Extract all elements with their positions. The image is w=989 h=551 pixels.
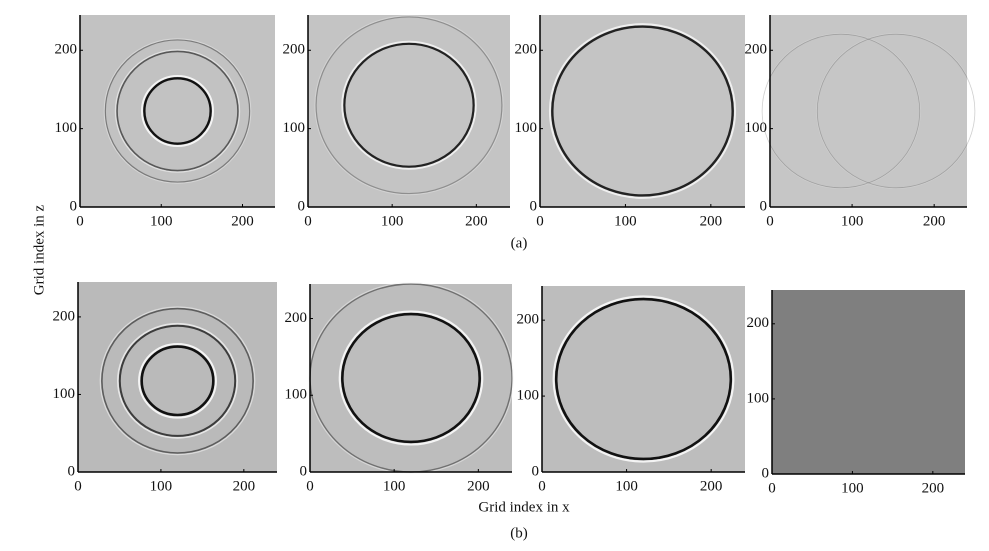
panel: 0 100 200 0 100 200 (55, 15, 275, 229)
y-tick-label: 0 (70, 198, 78, 214)
y-tick-label: 100 (515, 120, 538, 136)
x-tick-label: 100 (150, 213, 173, 229)
x-axis-label: Grid index in x (478, 499, 570, 515)
image (772, 290, 965, 474)
x-tick-label: 0 (306, 478, 314, 494)
wavefront-light (308, 282, 514, 474)
wavefront-light (140, 74, 215, 148)
panel: 0 100 200 0 100 200 (517, 286, 745, 494)
wavefront-dark (341, 312, 481, 444)
wavefront-light (116, 322, 239, 439)
y-tick-label: 0 (300, 463, 308, 479)
x-tick-label: 0 (76, 213, 84, 229)
wavefront-dark (143, 77, 212, 145)
wavefront-light (314, 15, 504, 196)
image (78, 282, 277, 472)
wavefront-dark (343, 42, 475, 168)
x-tick-label: 0 (766, 213, 774, 229)
x-tick-label: 200 (700, 213, 723, 229)
x-tick-label: 100 (381, 213, 404, 229)
y-tick-label: 200 (283, 42, 306, 58)
y-tick-label: 200 (53, 308, 76, 324)
y-tick-label: 100 (283, 120, 306, 136)
wavefront-dark (140, 345, 215, 417)
wavefront-light (341, 40, 477, 170)
y-tick-label: 0 (532, 463, 540, 479)
y-tick-label: 200 (745, 42, 768, 58)
image (80, 15, 275, 207)
panel: 0 100 200 0 100 200 (745, 15, 977, 229)
x-tick-label: 100 (841, 213, 864, 229)
wavefront-dark (116, 50, 239, 172)
wavefront-light (138, 342, 217, 419)
x-tick-label: 200 (465, 213, 488, 229)
y-tick-label: 100 (53, 386, 76, 402)
wavefront-dark (816, 33, 976, 189)
x-tick-label: 0 (536, 213, 544, 229)
x-tick-label: 200 (233, 478, 256, 494)
x-tick-label: 100 (614, 213, 637, 229)
wavefront-light (552, 295, 735, 463)
x-tick-label: 0 (304, 213, 312, 229)
y-tick-label: 0 (762, 465, 770, 481)
x-tick-label: 100 (383, 478, 406, 494)
x-tick-label: 200 (231, 213, 254, 229)
x-tick-label: 200 (922, 480, 945, 496)
x-tick-label: 0 (538, 478, 546, 494)
panel: 0 100 200 0 100 200 (283, 15, 510, 229)
x-tick-label: 100 (841, 480, 864, 496)
wavefront-light (114, 49, 241, 173)
caption: (b) (510, 525, 528, 541)
x-tick-label: 200 (700, 478, 723, 494)
y-tick-label: 100 (747, 390, 770, 406)
wavefront-dark (101, 307, 254, 454)
wavefront-dark (315, 16, 503, 195)
x-tick-label: 100 (150, 478, 173, 494)
wavefront-light (103, 38, 252, 184)
panel: 0 100 200 0 100 200 (285, 282, 514, 494)
wavefront-dark (551, 25, 734, 197)
panel: 0 100 200 0 100 200 (515, 15, 745, 229)
wavefront-light (99, 306, 256, 456)
y-tick-label: 100 (517, 388, 540, 404)
wavefront-dark (118, 324, 237, 437)
y-tick-label: 100 (745, 120, 768, 136)
y-tick-label: 200 (55, 42, 78, 58)
image (770, 15, 967, 207)
wavefront-light (548, 23, 737, 199)
y-tick-label: 100 (285, 387, 308, 403)
wavefront-light (761, 33, 921, 189)
x-tick-label: 200 (923, 213, 946, 229)
y-tick-label: 0 (760, 198, 768, 214)
wavefront-dark (104, 39, 251, 183)
y-tick-label: 200 (747, 315, 770, 331)
panel: 0 100 200 0 100 200 (53, 282, 277, 494)
image (542, 286, 745, 472)
wavefront-light (338, 310, 484, 446)
wavefront-dark (761, 33, 921, 189)
y-tick-label: 200 (285, 310, 308, 326)
image (540, 15, 745, 207)
y-tick-label: 0 (298, 198, 306, 214)
x-tick-label: 0 (768, 480, 776, 496)
y-tick-label: 0 (68, 463, 76, 479)
x-tick-label: 0 (74, 478, 82, 494)
panel: 0 100 200 0 100 200 (747, 290, 965, 496)
wavefront-light (816, 33, 977, 189)
y-tick-label: 200 (515, 42, 538, 58)
y-tick-label: 200 (517, 312, 540, 328)
y-tick-label: 0 (530, 198, 538, 214)
x-tick-label: 200 (467, 478, 490, 494)
y-tick-label: 100 (55, 120, 78, 136)
y-axis-label: Grid index in z (31, 204, 47, 295)
x-tick-label: 100 (615, 478, 638, 494)
caption: (a) (511, 235, 528, 251)
wavefront-dark (554, 297, 733, 461)
